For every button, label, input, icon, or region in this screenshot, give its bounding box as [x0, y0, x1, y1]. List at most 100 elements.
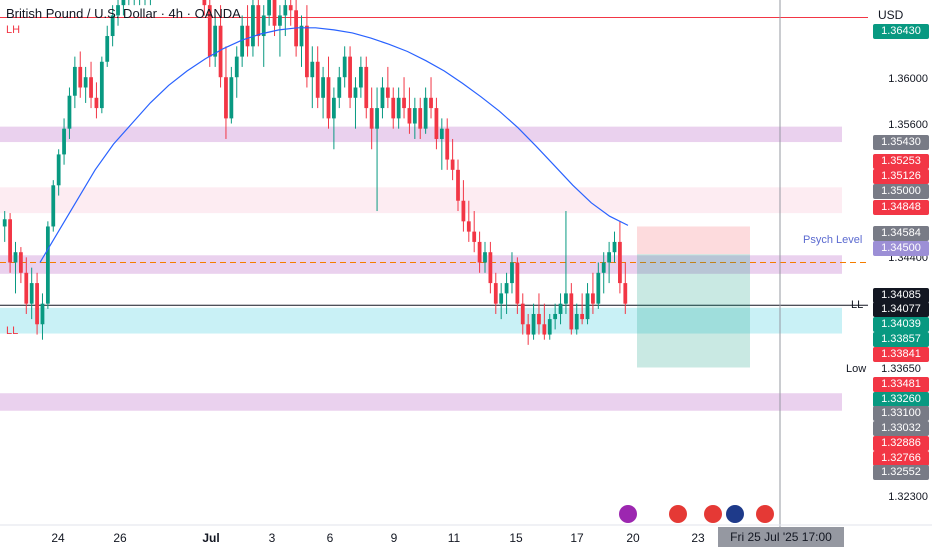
- x-tick: 23: [691, 531, 705, 545]
- candle-body: [569, 293, 574, 330]
- candle-body: [623, 283, 628, 304]
- candle-body: [456, 169, 460, 201]
- candle-body: [62, 128, 66, 155]
- price-tag: 1.35126: [873, 169, 929, 184]
- candle-body: [110, 15, 115, 37]
- candle-body: [24, 272, 29, 304]
- ll-label-left: LL: [6, 325, 19, 337]
- candle-body: [29, 283, 34, 304]
- price-tag: 1.33841: [873, 347, 929, 362]
- x-tick: 24: [51, 531, 65, 545]
- candle-body: [612, 241, 617, 253]
- candle-body: [224, 77, 228, 119]
- candle-body: [429, 97, 433, 109]
- candle-body: [8, 219, 12, 263]
- price-tag: 1.34584: [873, 226, 929, 241]
- price-tag: 1.36430: [873, 24, 929, 39]
- price-tag: 1.33260: [873, 392, 929, 407]
- price-tag: 1.33481: [873, 377, 929, 392]
- candle-body: [391, 97, 396, 119]
- candle-body: [45, 226, 50, 304]
- candle-body: [67, 95, 72, 129]
- candle-body: [299, 25, 304, 47]
- candle-body: [369, 108, 374, 129]
- price-tag: 1.33650: [873, 362, 929, 377]
- candle-body: [331, 97, 336, 119]
- candle-body: [531, 313, 536, 335]
- zone-purple: [0, 126, 842, 143]
- x-tick: 20: [626, 531, 640, 545]
- us-flag-event-icon[interactable]: [704, 505, 722, 523]
- candle-body: [315, 61, 320, 98]
- candle-body: [251, 5, 255, 47]
- candle-body: [121, 0, 126, 6]
- candle-body: [218, 25, 223, 78]
- candle-body: [78, 66, 83, 88]
- candle-body: [591, 293, 595, 304]
- candle-body: [547, 319, 552, 335]
- candle-body: [493, 283, 498, 304]
- candle-body: [520, 303, 525, 325]
- candle-body: [423, 97, 428, 129]
- candle-body: [466, 221, 471, 232]
- price-tag: 1.34500: [873, 241, 929, 256]
- candle-body: [542, 324, 547, 335]
- candle-body: [564, 293, 568, 304]
- candle-body: [72, 66, 77, 96]
- uk-flag-event-icon[interactable]: [756, 505, 774, 523]
- candle-body: [13, 252, 18, 263]
- x-tick: 3: [268, 531, 276, 545]
- uk-flag-event-icon[interactable]: [726, 505, 744, 523]
- candle-body: [267, 0, 272, 16]
- cursor-date-label: Fri 25 Jul '25 17:00: [718, 527, 844, 547]
- candle-body: [99, 61, 104, 109]
- candle-body: [245, 25, 250, 47]
- candle-body: [105, 36, 110, 62]
- candle-body: [418, 108, 423, 129]
- zones-layer: [0, 126, 842, 411]
- candle-body: [256, 5, 261, 37]
- price-tag: 1.32886: [873, 436, 929, 451]
- candle-body: [310, 61, 315, 78]
- candle-body: [375, 108, 379, 129]
- psych-level-label: Psych Level: [803, 234, 863, 246]
- candle-body: [18, 252, 23, 273]
- price-tag: 1.33100: [873, 406, 929, 421]
- candle-body: [364, 66, 369, 109]
- candle-body: [342, 56, 347, 78]
- lightning-event-icon[interactable]: [619, 505, 637, 523]
- zone-pink: [0, 187, 842, 214]
- position-stop-zone: [637, 226, 750, 255]
- candles-layer: [2, 0, 628, 345]
- candle-body: [358, 66, 363, 88]
- candle-body: [272, 0, 277, 26]
- candle-body: [607, 252, 612, 263]
- candle-body: [40, 303, 45, 325]
- us-flag-event-icon[interactable]: [669, 505, 687, 523]
- zone-purple: [0, 393, 842, 411]
- candle-body: [537, 313, 541, 325]
- candle-body: [407, 108, 412, 124]
- position-target-zone: [637, 254, 750, 368]
- candle-body: [348, 56, 352, 98]
- x-tick: 17: [570, 531, 584, 545]
- candle-body: [488, 252, 493, 284]
- position-tool: [637, 226, 750, 368]
- candle-body: [380, 87, 385, 109]
- candle-body: [213, 25, 218, 57]
- currency-selector[interactable]: USD: [878, 8, 904, 22]
- price-tag: 1.35253: [873, 154, 929, 169]
- price-tag: 1.35430: [873, 135, 929, 150]
- y-tick: 1.35600: [888, 119, 928, 131]
- candle-body: [515, 262, 520, 304]
- candle-body: [116, 5, 120, 16]
- price-tag: 1.34077: [873, 302, 929, 317]
- candle-body: [445, 128, 450, 160]
- candle-body: [504, 283, 509, 294]
- candle-body: [483, 252, 487, 263]
- candle-body: [56, 154, 61, 186]
- price-tag: 1.35000: [873, 184, 929, 199]
- y-tick: 1.32300: [888, 491, 928, 503]
- candle-body: [385, 87, 390, 98]
